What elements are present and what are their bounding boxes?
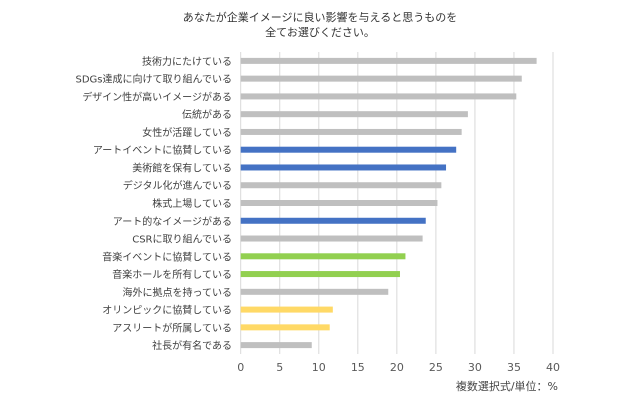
x-tick-label: 15 [351,361,365,374]
x-tick-label: 0 [237,361,244,374]
bar [240,164,447,171]
category-label: 海外に拠点を持っている [123,286,233,299]
chart-title-line-1: あなたが企業イメージに良い影響を与えると思うものを [182,11,458,24]
bar [240,324,330,331]
unit-note: 複数選択式/単位：% [455,380,558,393]
bar [240,75,522,82]
category-label: オリンピックに協賛している [102,304,232,317]
x-tick-label: 25 [429,361,443,374]
bar [240,146,457,153]
bar [240,217,426,224]
chart-title-line-2: 全てお選びください。 [265,26,375,39]
bar [240,111,468,118]
bar [240,306,333,313]
x-tick-label: 20 [390,361,404,374]
category-label: アートイベントに協賛している [93,144,232,157]
category-label: CSRに取り組んでいる [132,233,232,246]
category-label: デザイン性が高いイメージがある [82,90,232,103]
bar [240,288,389,295]
bar [240,271,400,278]
x-tick-label: 35 [507,361,521,374]
category-label: アスリートが所属している [112,321,232,334]
category-label: 音楽ホールを所有している [112,268,232,281]
category-label: SDGs達成に向けて取り組んでいる [75,73,232,86]
category-label: 音楽イベントに協賛している [102,250,232,263]
bar [240,128,462,135]
x-tick-label: 10 [312,361,326,374]
category-label: 社長が有名である [152,339,232,352]
category-label: 株式上場している [152,197,232,210]
bar [240,253,406,260]
x-tick-label: 40 [546,361,560,374]
bar [240,182,442,189]
bar [240,342,312,349]
x-tick-label: 5 [276,361,283,374]
x-tick-label: 30 [468,361,482,374]
bar [240,200,438,206]
category-label: 技術力にたけている [142,55,232,68]
category-label: デジタル化が進んでいる [123,179,232,192]
bar [240,93,517,100]
category-label: アート的なイメージがある [113,215,232,228]
category-label: 女性が活躍している [142,126,232,139]
category-label: 美術館を保有している [132,161,232,174]
category-label: 伝統がある [182,108,232,121]
bar [240,57,537,64]
bar [240,235,423,242]
